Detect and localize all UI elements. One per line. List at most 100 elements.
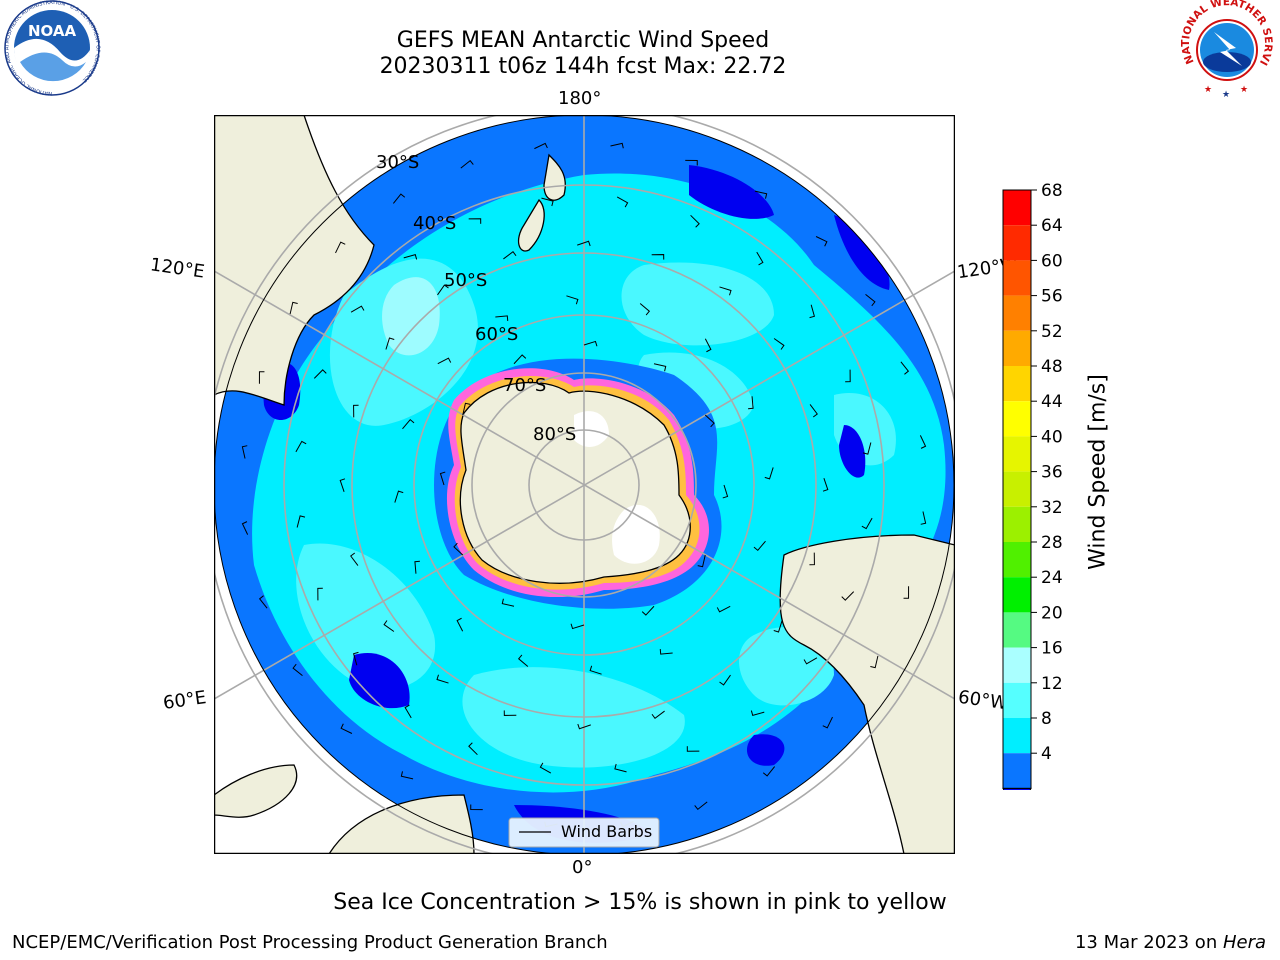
chart-title: GEFS MEAN Antarctic Wind Speed	[396, 28, 770, 53]
wind-barb	[841, 591, 855, 601]
wind-barb	[402, 418, 415, 430]
wind-barb	[762, 766, 776, 777]
wind-barb	[704, 414, 715, 428]
wind-barb	[870, 655, 879, 669]
svg-text:★: ★	[1222, 90, 1230, 100]
wind-barb	[296, 515, 306, 528]
wind-barb	[339, 478, 346, 492]
wind-barb	[722, 484, 729, 499]
colorbar-segment	[1003, 718, 1031, 754]
wind-barb	[503, 251, 517, 260]
wind-barb	[754, 190, 768, 199]
colorbar-tick-label: 64	[1041, 216, 1063, 236]
colorbar-tick-label: 16	[1041, 639, 1063, 659]
colorbar-segment	[1003, 471, 1031, 507]
wind-barb	[462, 402, 471, 416]
wind-barb	[468, 218, 482, 224]
wind-barb	[292, 663, 303, 677]
wind-barb	[719, 286, 732, 296]
wind-barb	[495, 315, 509, 321]
wind-barb	[809, 552, 815, 566]
wind-barb	[353, 404, 359, 418]
svg-text:★: ★	[1204, 85, 1212, 95]
wind-barb	[513, 354, 527, 365]
wind-barb	[392, 193, 406, 204]
footer-date: 13 Mar 2023 on Hera	[1074, 932, 1266, 953]
wind-barb	[773, 338, 785, 350]
wind-barb	[437, 357, 452, 365]
wind-barb	[317, 587, 323, 601]
wind-barb	[437, 284, 449, 296]
colorbar-segment	[1003, 366, 1031, 402]
wind-barb	[468, 742, 478, 756]
colorbar-tick-label: 32	[1041, 498, 1063, 518]
colorbar-tick-label: 52	[1041, 322, 1063, 342]
lon-label-60e: 60°E	[161, 687, 208, 714]
antarctica	[446, 368, 709, 598]
wind-barb	[610, 142, 624, 149]
colorbar-label: Wind Speed [m/s]	[1085, 374, 1111, 570]
continents	[214, 115, 955, 854]
wind-barb	[404, 704, 412, 719]
wind-barb	[295, 440, 307, 453]
wind-barb	[614, 763, 627, 773]
colorbar-tick-label: 28	[1041, 533, 1063, 553]
wind-barb	[403, 254, 418, 260]
wind-barb	[353, 651, 359, 666]
colorbar-tick-label: 44	[1041, 392, 1063, 412]
colorbar-tick-label: 36	[1041, 463, 1063, 483]
wind-barb	[753, 540, 766, 552]
graticule	[214, 115, 955, 854]
colorbar-segment	[1003, 190, 1031, 226]
wind-barb	[394, 490, 404, 503]
wind-barb	[809, 304, 815, 319]
noaa-logo: NATIONAL OCEANIC AND ATMOSPHERIC ADMINIS…	[4, 0, 101, 96]
wind-barb	[385, 337, 395, 350]
wind-barb	[350, 305, 365, 313]
wind-barb	[919, 435, 927, 449]
wind-barb	[583, 340, 598, 347]
colorbar-segment	[1003, 682, 1031, 718]
colorbar-tick-label: 60	[1041, 251, 1063, 271]
svg-text:NOAA: NOAA	[28, 22, 77, 40]
wind-barb	[577, 240, 591, 247]
colorbar-tick-label: 56	[1041, 287, 1063, 307]
wind-barb	[383, 620, 395, 632]
wind-barb	[694, 801, 708, 811]
wind-barb	[340, 723, 353, 734]
wind-barb	[704, 338, 712, 353]
wind-barb	[453, 542, 464, 556]
colorbar-segment	[1003, 330, 1031, 366]
svg-text:★: ★	[1240, 85, 1248, 95]
colorbar: 68 64 60 56 52 48 44 40 36 32 28 24 20 16 12 8 4	[1002, 181, 1063, 790]
wind-barb	[750, 710, 765, 716]
wind-barb	[653, 363, 667, 372]
wind-barb	[566, 295, 579, 305]
wind-barb	[845, 369, 851, 383]
wind-barb	[686, 746, 700, 752]
wind-barb	[289, 301, 298, 315]
wind-barb	[900, 361, 910, 375]
colorbar-tick-label: 40	[1041, 427, 1063, 447]
wind-barb	[589, 665, 602, 675]
colorbar-segment	[1003, 295, 1031, 331]
wind-barb	[685, 159, 698, 166]
colorbar-tick-label: 8	[1041, 709, 1052, 729]
lat-label-70s: 70°S	[503, 375, 547, 396]
wind-barb	[773, 620, 783, 633]
lon-label-180: 180°	[558, 88, 602, 109]
legend-label: Wind Barbs	[561, 822, 652, 841]
colorbar-segment	[1003, 506, 1031, 542]
colorbar-tick-label: 12	[1041, 674, 1063, 694]
wind-barb	[697, 554, 706, 568]
wind-barb	[436, 674, 449, 684]
wind-barb	[616, 196, 629, 208]
wind-barb	[920, 511, 927, 525]
wind-barb	[400, 771, 414, 780]
chart-subtitle: 20230311 t06z 144h fcst Max: 22.72	[379, 54, 787, 79]
wind-barb	[865, 293, 876, 307]
colorbar-segment	[1003, 260, 1031, 296]
wind-barb	[470, 804, 483, 811]
wind-barb	[534, 142, 548, 150]
lon-label-0: 0°	[572, 857, 593, 878]
